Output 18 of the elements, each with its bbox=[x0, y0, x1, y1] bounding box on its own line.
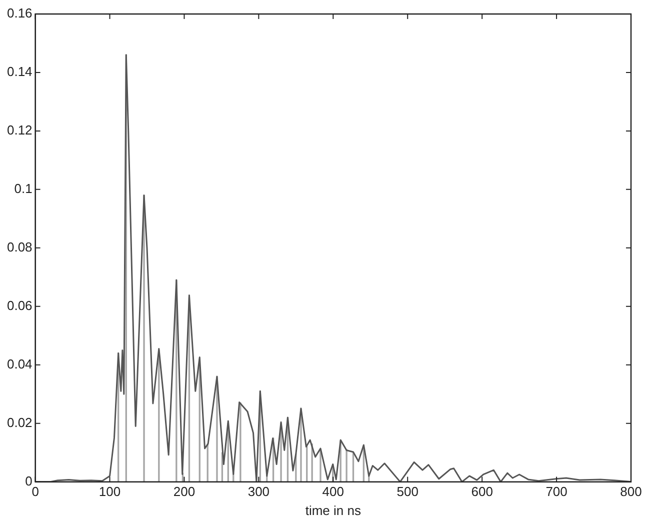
x-tick-label: 400 bbox=[322, 484, 344, 500]
x-tick-label: 200 bbox=[173, 484, 196, 500]
x-axis-title: time in ns bbox=[305, 502, 362, 518]
y-tick-label: 0.1 bbox=[14, 181, 32, 196]
y-tick-label: 0.02 bbox=[6, 414, 32, 430]
x-tick-label: 800 bbox=[620, 484, 642, 500]
x-tick-label: 300 bbox=[248, 484, 270, 500]
y-tick-label: 0.06 bbox=[6, 298, 32, 313]
y-tick-label: 0.04 bbox=[6, 356, 32, 372]
y-tick-label: 0.14 bbox=[6, 64, 32, 80]
y-tick-label: 0.12 bbox=[6, 122, 32, 138]
y-tick-label: 0 bbox=[25, 473, 32, 488]
y-tick-label: 0.16 bbox=[6, 6, 32, 21]
x-tick-label: 100 bbox=[98, 484, 121, 500]
x-tick-label: 600 bbox=[471, 484, 493, 500]
x-tick-label: 500 bbox=[396, 484, 418, 500]
x-tick-label: 700 bbox=[546, 484, 568, 500]
y-tick-label: 0.08 bbox=[6, 239, 32, 254]
